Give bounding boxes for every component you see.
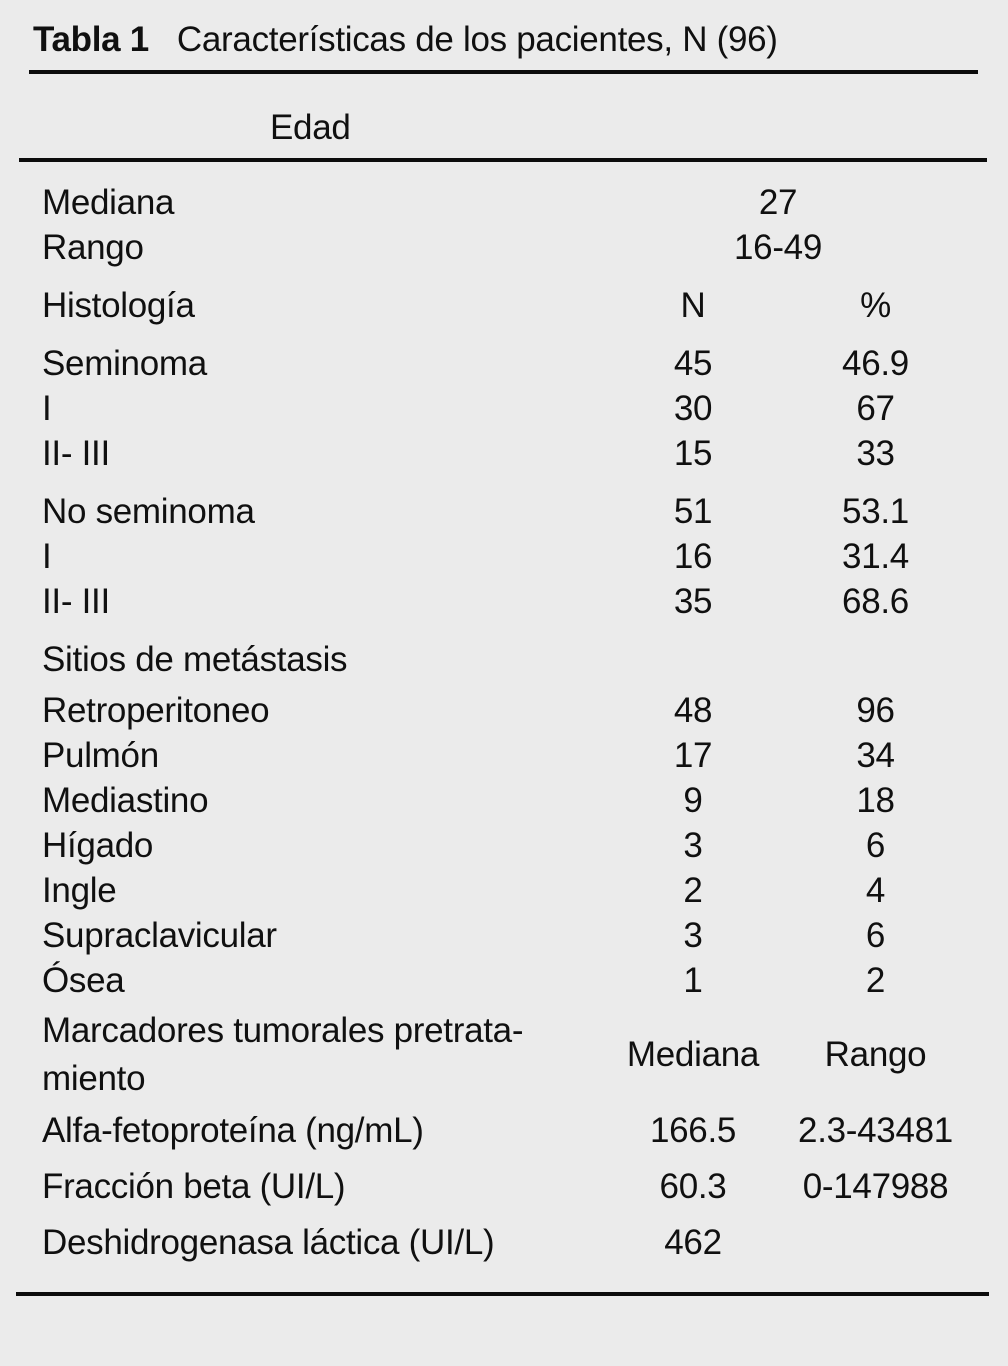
row-label: I [42,388,52,428]
table-row: Ósea 1 2 [30,958,983,1003]
table-row: II- III 15 33 [30,431,983,476]
col-pct-value: 34 [856,735,895,775]
col-pct-value: 96 [856,690,895,730]
table-row: Alfa-fetoproteína (ng/mL) 166.5 2.3-4348… [30,1103,983,1159]
header-rule [19,158,987,162]
table-number: Tabla 1 [33,20,149,59]
table-row: Hígado 3 6 [30,823,983,868]
col-n-value: 16 [673,536,713,576]
col-n-value: 3 [683,825,703,865]
col-pct-value: 33 [856,433,895,473]
table-row: I 30 67 [30,386,983,431]
table-row: Retroperitoneo 48 96 [30,688,983,733]
col-median-value: 462 [664,1223,722,1262]
col-range-value: 0-147988 [802,1167,949,1206]
col-n-value: 48 [673,690,713,730]
col-pct-value: 6 [865,915,886,955]
col-header-n: N [680,285,706,325]
col-header-mediana: Mediana [626,1035,760,1074]
col-pct-value: 18 [856,780,895,820]
table-caption: Características de los pacientes, N (96) [176,20,778,59]
row-label-line1: Marcadores tumorales pretrata- [42,1011,524,1050]
col-header-rango: Rango [824,1035,927,1074]
row-label: Hígado [42,825,154,865]
col-pct-value: 46.9 [842,343,909,383]
row-label: Ingle [42,870,117,910]
col-pct-value: 31.4 [842,536,909,576]
table-row: Mediastino 9 18 [30,778,983,823]
row-label: Fracción beta (UI/L) [42,1167,346,1206]
table-row: Histología N % [30,283,983,328]
bottom-rule [16,1292,989,1296]
section-row-label: Sitios de metástasis [42,639,348,679]
table-row: II- III 35 68.6 [30,579,983,624]
row-label: Pulmón [42,735,159,775]
row-label: Supraclavicular [42,915,277,955]
row-label: Alfa-fetoproteína (ng/mL) [42,1111,424,1150]
row-label: Mediastino [42,780,209,820]
row-label-twoline: Marcadores tumorales pretrata- miento [30,1007,618,1103]
table-row: No seminoma 51 53.1 [30,489,983,534]
col-n-value: 1 [683,960,703,1000]
table-row: Sitios de metástasis [30,637,983,682]
table-row: Rango 16-49 [30,225,983,270]
col-pct-value: 53.1 [842,491,909,531]
row-label: Mediana [42,182,175,222]
table-row: Fracción beta (UI/L) 60.3 0-147988 [30,1159,983,1215]
row-label: Deshidrogenasa láctica (UI/L) [42,1223,495,1262]
row-label: Retroperitoneo [42,690,270,730]
col-n-value: 9 [683,780,703,820]
table-body: Mediana 27 Rango 16-49 Histología N % Se… [30,172,983,1271]
col-pct-value: 68.6 [842,581,909,621]
row-label: II- III [42,433,110,473]
col-range-value: 2.3-43481 [798,1111,953,1150]
row-label: II- III [42,581,110,621]
col-n-value: 30 [673,388,713,428]
col-pct-value: 2 [865,960,886,1000]
col-pct-value: 4 [865,870,886,910]
table-row: Mediana 27 [30,180,983,225]
table-row: I 16 31.4 [30,534,983,579]
row-label-line2: miento [42,1059,146,1098]
row-label: Rango [42,227,144,267]
col-n-value: 15 [673,433,713,473]
col-pct-value: 6 [865,825,886,865]
table-row: Supraclavicular 3 6 [30,913,983,958]
col-header-pct: % [860,285,891,325]
col-median-value: 166.5 [649,1111,737,1150]
row-label: Ósea [42,960,125,1000]
table-row: Ingle 2 4 [30,868,983,913]
row-label: I [42,536,52,576]
col-n-value: 2 [683,870,703,910]
row-label: No seminoma [42,491,255,531]
col-n-value: 45 [673,343,713,383]
col-n-value: 51 [673,491,713,531]
table-row: Pulmón 17 34 [30,733,983,778]
row-span-value: 27 [758,182,798,222]
table-row: Marcadores tumorales pretrata- miento Me… [30,1007,983,1103]
row-label: Histología [42,285,195,325]
section-header-edad: Edad [270,108,351,147]
top-rule [29,70,978,74]
col-n-value: 3 [683,915,703,955]
col-n-value: 17 [673,735,713,775]
table-title: Tabla 1 Características de los pacientes,… [33,20,778,60]
table-row: Seminoma 45 46.9 [30,341,983,386]
row-label: Seminoma [42,343,207,383]
table-row: Deshidrogenasa láctica (UI/L) 462 [30,1215,983,1271]
row-span-value: 16-49 [733,227,823,267]
col-median-value: 60.3 [659,1167,727,1206]
col-pct-value: 67 [856,388,895,428]
col-n-value: 35 [673,581,713,621]
